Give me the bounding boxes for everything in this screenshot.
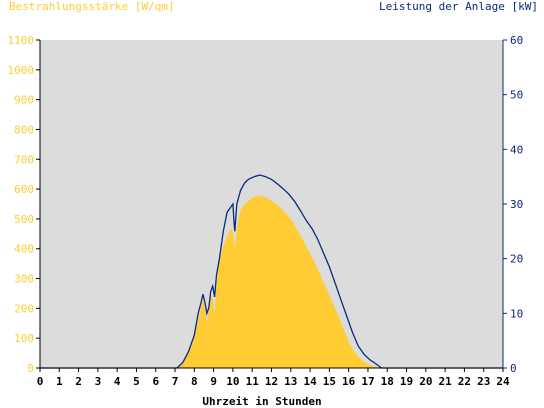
right-tick-label: 0 [510,362,517,375]
left-tick-label: 900 [14,94,34,107]
x-tick-label: 7 [172,375,179,388]
x-tick-label: 9 [210,375,217,388]
right-axis-title: Leistung der Anlage [kW] [379,0,538,13]
x-tick-label: 4 [114,375,121,388]
x-tick-label: 23 [477,375,490,388]
x-tick-label: 8 [191,375,198,388]
right-tick-label: 10 [510,307,523,320]
x-tick-label: 2 [75,375,82,388]
left-tick-label: 500 [14,213,34,226]
left-tick-label: 600 [14,183,34,196]
x-tick-label: 17 [361,375,374,388]
left-tick-label: 100 [14,332,34,345]
right-tick-label: 50 [510,89,523,102]
x-tick-label: 21 [439,375,453,388]
x-tick-label: 22 [458,375,471,388]
left-tick-label: 200 [14,302,34,315]
axes-group: 0100200300400500600700800900100011000102… [8,34,524,388]
left-tick-label: 1100 [8,34,35,47]
right-tick-label: 60 [510,34,523,47]
x-tick-label: 12 [265,375,278,388]
left-tick-label: 800 [14,123,34,136]
x-tick-label: 3 [95,375,102,388]
x-tick-label: 20 [419,375,432,388]
right-tick-label: 20 [510,253,523,266]
x-tick-label: 24 [496,375,510,388]
x-tick-label: 19 [400,375,413,388]
x-tick-label: 18 [381,375,394,388]
x-tick-label: 0 [37,375,44,388]
power-line-series [40,174,503,369]
left-axis-title: Bestrahlungsstärke [W/qm] [9,0,175,13]
right-tick-label: 40 [510,143,523,156]
left-tick-label: 0 [27,362,34,375]
right-tick-label: 30 [510,198,523,211]
x-tick-label: 10 [226,375,239,388]
left-tick-label: 1000 [8,64,35,77]
irradiance-area-series [40,195,503,368]
left-tick-label: 700 [14,153,34,166]
series-group [40,174,503,369]
x-axis-title: Uhrzeit in Stunden [202,395,321,408]
left-tick-label: 300 [14,273,34,286]
x-tick-label: 15 [323,375,336,388]
x-tick-label: 6 [152,375,159,388]
x-tick-label: 16 [342,375,356,388]
x-tick-label: 11 [246,375,260,388]
x-tick-label: 13 [284,375,297,388]
x-tick-label: 5 [133,375,140,388]
x-tick-label: 1 [56,375,63,388]
x-tick-label: 14 [303,375,317,388]
left-tick-label: 400 [14,243,34,256]
